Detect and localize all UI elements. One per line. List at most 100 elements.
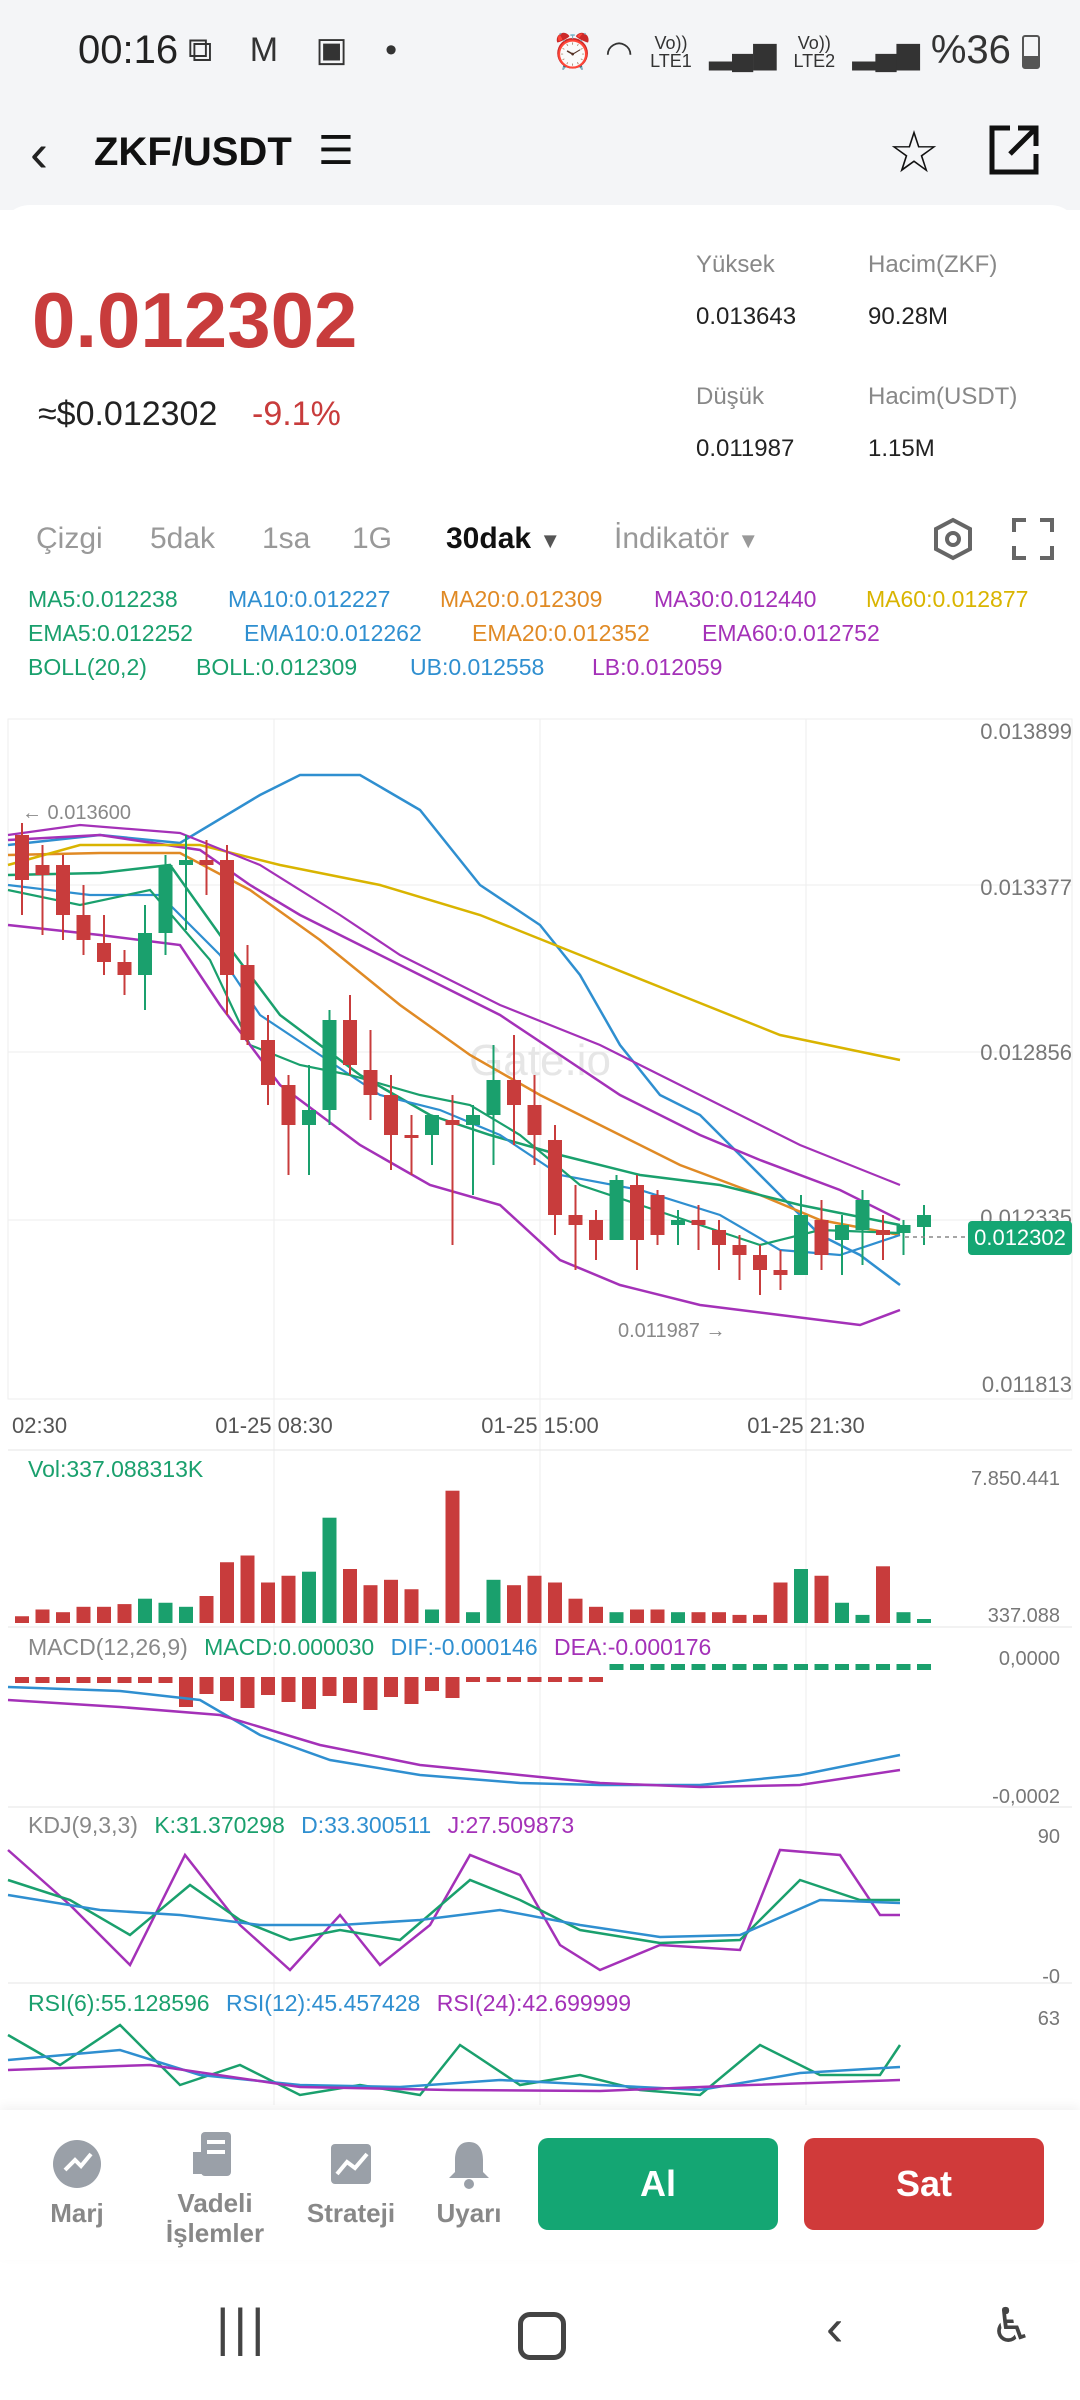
high-value: 0.013643 (696, 303, 797, 330)
macd-dif-line (7, 1685, 901, 1787)
candle (158, 865, 173, 933)
macd-bar (302, 1677, 316, 1709)
macd-bar (117, 1677, 132, 1683)
macd-bar (76, 1677, 91, 1683)
status-right: ⏰ ◠ Vo)) LTE1 ▂▄▆ Vo)) LTE2 ▂▄▆ %36 (552, 28, 1040, 73)
boll-value: BOLL:0.012309 (196, 654, 358, 680)
fullscreen-icon[interactable] (1010, 516, 1056, 567)
macd-bar (814, 1664, 829, 1670)
sell-button[interactable]: Sat (804, 2138, 1044, 2230)
tab-1h[interactable]: 1sa (262, 522, 311, 555)
tab-1d[interactable]: 1G (352, 522, 393, 555)
rsi24-line (7, 2063, 901, 2093)
volume-bar (56, 1612, 70, 1623)
volume-bar (835, 1602, 849, 1623)
tab-30m[interactable]: 30dak ▼ (446, 522, 562, 555)
status-bar: 00:16 ⧉ M ▣ • ⏰ ◠ Vo)) LTE1 ▂▄▆ Vo)) LTE2 … (0, 0, 1080, 100)
y-tick-label: 0.012856 (980, 1040, 1072, 1065)
macd-bar (589, 1677, 603, 1682)
tab-line[interactable]: Çizgi (36, 522, 103, 555)
volume-bar (97, 1606, 111, 1623)
buy-button[interactable]: Al (538, 2138, 778, 2230)
ma60-value: MA60:0.012877 (866, 586, 1029, 612)
kdj-bottom-tick: -0 (1042, 1966, 1060, 1988)
candle (117, 962, 132, 975)
macd-bar (876, 1664, 890, 1670)
candle (97, 943, 111, 962)
low-marker: 0.011987 → (618, 1320, 726, 1342)
nav-strategy[interactable]: Strateji (296, 2136, 406, 2229)
volume-bar (425, 1609, 439, 1623)
macd-bar (691, 1664, 706, 1670)
macd-bar (835, 1664, 849, 1670)
system-back-icon[interactable]: ‹ (826, 2299, 844, 2357)
volume-bar (220, 1562, 234, 1623)
candle (876, 1230, 890, 1235)
watermark: Gate.io (469, 1036, 611, 1085)
candle (507, 1080, 521, 1105)
candle (220, 860, 234, 975)
candle (179, 860, 193, 865)
kdj-k-line (7, 1878, 900, 1945)
volume-label: Vol:337.088313K (28, 1456, 204, 1482)
candle (691, 1220, 706, 1225)
macd-bar (712, 1664, 726, 1670)
ema20-value: EMA20:0.012352 (472, 620, 650, 646)
back-icon[interactable]: ‹ (30, 123, 48, 183)
home-icon[interactable] (518, 2312, 566, 2360)
macd-top-tick: 0,0000 (999, 1648, 1060, 1670)
kline-chart[interactable]: Gate.io 0.013899 0.013377 0.012856 0.012… (0, 715, 1080, 2105)
volume-bar (671, 1612, 685, 1623)
recent-apps-icon[interactable]: ||| (216, 2299, 269, 2357)
ma10-line (7, 883, 901, 1257)
kdj-d-line (7, 1893, 901, 1939)
strategy-icon (331, 2144, 371, 2184)
macd-bar (158, 1677, 173, 1683)
tab-5m[interactable]: 5dak (150, 522, 216, 555)
high-marker: ← 0.013600 (22, 802, 131, 824)
macd-bar (425, 1677, 439, 1691)
rsi-pane (7, 2023, 902, 2097)
candle (322, 1020, 337, 1110)
menu-icon[interactable]: ☰ (318, 129, 354, 173)
ema60-line (7, 833, 901, 1222)
status-time: 00:16 (78, 28, 179, 72)
alert-icon (449, 2142, 489, 2189)
candle (302, 1110, 316, 1125)
nav-futures[interactable]: Vadeli İşlemler (160, 2126, 270, 2248)
ma60-line (7, 843, 901, 1062)
rsi-top-tick: 63 (1038, 2008, 1060, 2030)
volume-bar (814, 1575, 829, 1623)
candle (281, 1085, 296, 1125)
macd-bar (650, 1664, 665, 1670)
dot-icon: • (385, 31, 411, 69)
macd-bar (35, 1677, 50, 1683)
pair-title[interactable]: ZKF/USDT (94, 130, 292, 174)
macd-bar (199, 1677, 214, 1694)
signal-icon: ▂▄▆ (852, 37, 920, 70)
volume-bar (609, 1612, 624, 1623)
futures-icon (193, 2132, 231, 2176)
candle (425, 1115, 439, 1135)
macd-bar (138, 1677, 152, 1683)
nav-alert[interactable]: Uyarı (414, 2136, 524, 2229)
current-price-tag (968, 1221, 1072, 1255)
battery-icon (1022, 35, 1040, 70)
rsi6-line (7, 2023, 902, 2097)
volume-bar (117, 1604, 132, 1623)
candle (917, 1215, 931, 1227)
macd-bar (384, 1677, 398, 1697)
accessibility-icon[interactable]: ♿ (990, 2300, 1034, 2353)
caret-down-icon: ▼ (737, 528, 760, 553)
volume-bar (302, 1571, 316, 1623)
high-label: Yüksek (696, 251, 775, 278)
candle (76, 915, 91, 940)
tab-indicator[interactable]: İndikatör ▼ (614, 522, 760, 555)
candle (589, 1220, 603, 1240)
ema5-value: EMA5:0.012252 (28, 620, 193, 646)
chart-settings-icon[interactable] (930, 516, 976, 567)
volume-bar (35, 1609, 50, 1623)
nav-margin[interactable]: Marj (22, 2136, 132, 2229)
share-icon[interactable] (984, 120, 1044, 185)
star-icon[interactable]: ☆ (888, 120, 940, 185)
